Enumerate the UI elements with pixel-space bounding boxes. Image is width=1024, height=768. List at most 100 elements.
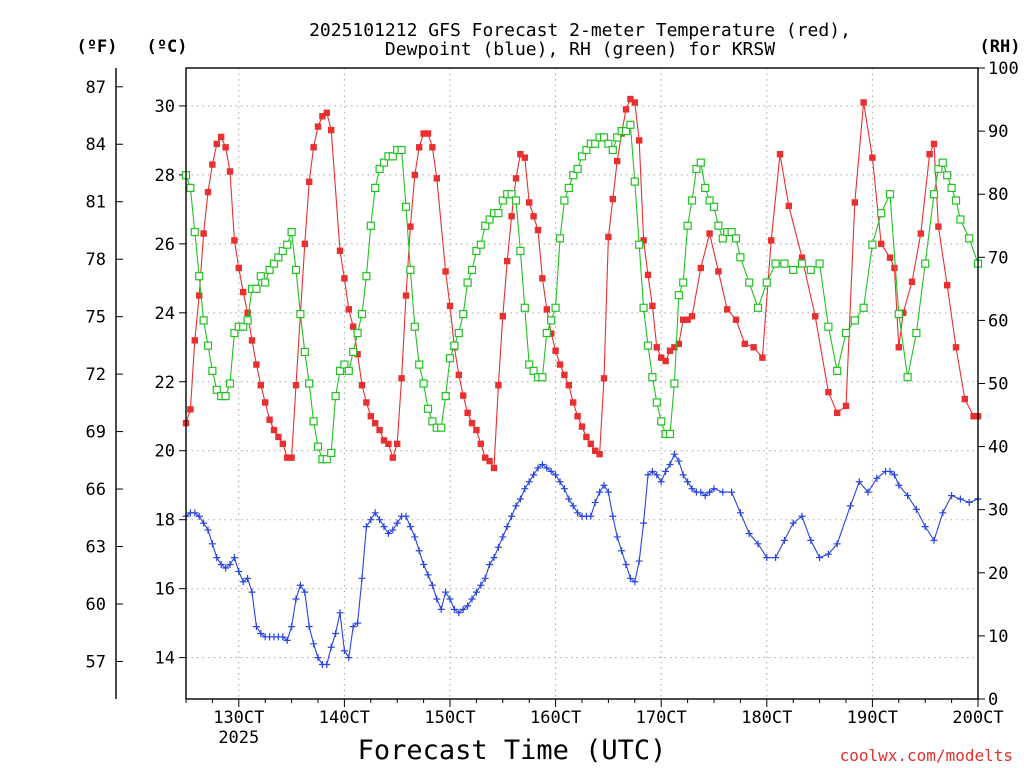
dewpoint-point <box>556 478 564 486</box>
rh-point <box>415 360 424 369</box>
dewpoint-point <box>591 498 599 506</box>
rh-point <box>859 303 868 312</box>
rh-point <box>296 309 305 319</box>
dewpoint-point <box>446 595 454 603</box>
rh-point <box>577 152 587 161</box>
chart-title: 2025101212 GFS Forecast 2-meter Temperat… <box>309 20 851 41</box>
rh-point <box>309 417 318 426</box>
temperature-point <box>741 340 748 348</box>
dewpoint-point <box>288 623 296 631</box>
dewpoint-series <box>182 450 982 669</box>
fahrenheit-tick-label: 72 <box>86 365 106 385</box>
rh-point <box>604 139 613 148</box>
rh-point <box>516 246 525 256</box>
temperature-point <box>429 144 436 151</box>
rh-tick-label: 100 <box>988 59 1019 79</box>
temperature-point <box>363 399 370 406</box>
rh-point <box>635 240 644 249</box>
dewpoint-point <box>305 623 313 631</box>
temperature-point <box>895 344 902 351</box>
rh-point <box>375 164 384 174</box>
temperature-point <box>477 440 484 448</box>
rh-point <box>525 360 534 369</box>
dewpoint-point <box>459 605 467 613</box>
celsius-tick-label: 30 <box>155 97 175 117</box>
temperature-point <box>398 375 405 382</box>
rh-point <box>833 366 842 375</box>
temperature-point <box>464 409 471 417</box>
rh-tick-label: 40 <box>988 438 1008 458</box>
rh-tick-label: 90 <box>988 122 1008 142</box>
temperature-point <box>706 230 713 237</box>
dewpoint-point <box>301 588 309 596</box>
temperature-point <box>257 382 264 389</box>
temperature-point <box>521 154 528 161</box>
dewpoint-point <box>235 567 243 575</box>
temperature-point <box>851 199 858 206</box>
rh-point <box>692 164 701 174</box>
rh-point <box>401 202 411 211</box>
dewpoint-point <box>534 464 542 472</box>
dewpoint-point <box>622 561 630 569</box>
dewpoint-point <box>428 581 436 589</box>
dewpoint-point <box>855 478 863 486</box>
rh-point <box>780 259 789 268</box>
dewpoint-point <box>406 523 414 531</box>
temperature-point <box>530 213 537 220</box>
rh-point <box>419 379 428 388</box>
rh-point <box>679 278 688 287</box>
dewpoint-point <box>565 495 573 503</box>
dewpoint-point <box>230 554 238 562</box>
rh-point <box>665 429 675 439</box>
temperature-point <box>486 457 493 465</box>
rh-point <box>283 240 292 249</box>
temperature-point <box>218 133 225 141</box>
temperature-point <box>310 144 317 151</box>
temperature-point <box>266 416 273 423</box>
temperature-point <box>812 313 819 320</box>
rh-point <box>186 183 195 192</box>
temperature-point <box>204 188 212 196</box>
dewpoint-point <box>362 523 370 531</box>
rh-point <box>485 215 494 224</box>
dewpoint-point <box>283 636 291 644</box>
rh-point <box>714 221 723 230</box>
rh-point <box>423 404 433 413</box>
temperature-series <box>182 95 982 472</box>
dewpoint-point <box>904 492 912 500</box>
rh-point <box>731 234 741 243</box>
temperature-point <box>556 361 564 368</box>
rh-point <box>718 234 727 243</box>
rh-point <box>265 265 274 275</box>
rh-point <box>951 196 961 205</box>
temperature-point <box>372 419 379 427</box>
temperature-point <box>191 337 198 344</box>
fahrenheit-tick-label: 78 <box>86 250 106 270</box>
temperature-point <box>552 347 559 354</box>
temperature-point <box>319 113 326 120</box>
temperature-point <box>248 337 256 344</box>
temperature-point <box>548 330 555 337</box>
temperature-point <box>284 454 291 461</box>
rh-point <box>366 221 375 230</box>
dewpoint-point <box>816 554 824 562</box>
dewpoint-point <box>279 633 287 641</box>
temperature-point <box>200 230 207 237</box>
dewpoint-point <box>323 661 331 669</box>
temperature-point <box>834 409 841 417</box>
dewpoint-point <box>662 467 670 475</box>
dewpoint-point <box>252 623 260 631</box>
temperature-point <box>495 382 502 389</box>
dewpoint-point <box>780 536 788 544</box>
dewpoint-point <box>257 629 265 637</box>
rh-point <box>560 196 569 205</box>
rh-point <box>199 316 208 325</box>
rh-point <box>639 303 648 312</box>
dewpoint-point <box>367 516 375 524</box>
temperature-point <box>504 257 511 265</box>
fahrenheit-tick-label: 63 <box>86 538 106 558</box>
fahrenheit-tick-label: 75 <box>86 308 106 328</box>
dewpoint-point <box>530 471 538 479</box>
temperature-point <box>328 126 335 134</box>
dewpoint-point <box>644 471 652 479</box>
